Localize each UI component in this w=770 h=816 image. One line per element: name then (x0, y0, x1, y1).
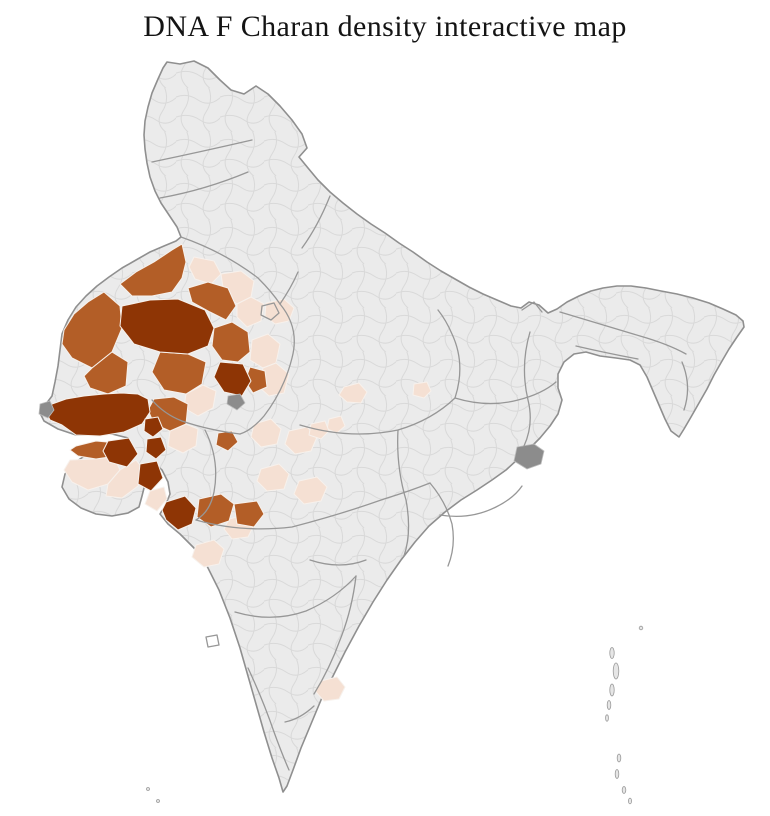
state-border-line (279, 271, 299, 305)
region-low-12[interactable] (250, 418, 282, 448)
region-special-1[interactable] (513, 443, 545, 470)
state-border-line (313, 575, 357, 695)
island[interactable] (609, 647, 615, 659)
region-med-11[interactable] (215, 430, 239, 452)
region-med-5[interactable] (151, 351, 207, 395)
region-med-4[interactable] (211, 321, 251, 363)
density-regions-low (63, 256, 432, 702)
region-low-22[interactable] (314, 676, 346, 702)
state-border-line (575, 345, 639, 360)
state-border-line (234, 575, 357, 618)
island[interactable] (616, 753, 622, 763)
region-high-2[interactable] (45, 392, 151, 437)
state-border-line (397, 429, 410, 557)
state-border-line (454, 381, 557, 405)
island[interactable] (612, 662, 620, 680)
region-low-15[interactable] (293, 476, 328, 505)
island[interactable] (638, 625, 644, 631)
region-high-1[interactable] (119, 298, 215, 355)
density-regions-medium (61, 243, 268, 528)
region-low-18[interactable] (412, 381, 432, 399)
island[interactable] (628, 797, 633, 805)
region-med-9[interactable] (196, 493, 235, 528)
region-low-11[interactable] (144, 486, 168, 512)
state-borders (151, 139, 689, 771)
region-low-14[interactable] (256, 463, 290, 492)
state-border-line (205, 634, 220, 648)
island-chain (146, 625, 644, 805)
state-border-line (523, 331, 531, 447)
state-border-line (681, 361, 689, 411)
state-border-line (195, 429, 217, 521)
island[interactable] (621, 786, 627, 794)
island[interactable] (606, 700, 612, 710)
state-border-line (439, 485, 523, 518)
state-border-line (247, 667, 290, 771)
region-med-10[interactable] (233, 500, 265, 528)
region-low-20[interactable] (191, 539, 225, 568)
state-border-line (239, 303, 295, 435)
state-border-line (195, 482, 431, 530)
island[interactable] (156, 799, 160, 803)
region-med-6[interactable] (83, 351, 129, 395)
region-high-6[interactable] (145, 436, 167, 460)
density-regions-high (45, 298, 252, 531)
island[interactable] (146, 787, 150, 791)
region-low-3[interactable] (236, 296, 265, 328)
state-border-line (159, 171, 249, 199)
region-high-7[interactable] (161, 495, 197, 531)
state-border-line (260, 302, 280, 321)
island[interactable] (609, 683, 615, 697)
region-high-4[interactable] (102, 437, 139, 468)
region-high-5[interactable] (137, 460, 164, 492)
state-border-line (309, 559, 367, 566)
density-regions-special (38, 393, 545, 470)
india-outline[interactable] (39, 60, 745, 793)
state-border-line (429, 482, 454, 567)
state-border-line (521, 301, 543, 313)
state-border-line (559, 311, 687, 355)
island[interactable] (605, 714, 609, 722)
region-special-3[interactable] (226, 393, 246, 411)
region-med-2[interactable] (119, 243, 187, 297)
island[interactable] (614, 769, 620, 779)
region-high-8[interactable] (143, 416, 164, 438)
region-low-17[interactable] (338, 382, 368, 404)
region-special-2[interactable] (38, 400, 55, 419)
state-border-line (151, 139, 253, 163)
region-high-3[interactable] (213, 361, 252, 397)
region-med-3[interactable] (187, 281, 237, 321)
state-border-line (180, 236, 281, 305)
state-border-line (284, 705, 315, 723)
state-border-line (301, 195, 331, 249)
page-title: DNA F Charan density interactive map (143, 10, 627, 43)
state-border-line (437, 309, 461, 399)
state-border-line (151, 399, 241, 435)
